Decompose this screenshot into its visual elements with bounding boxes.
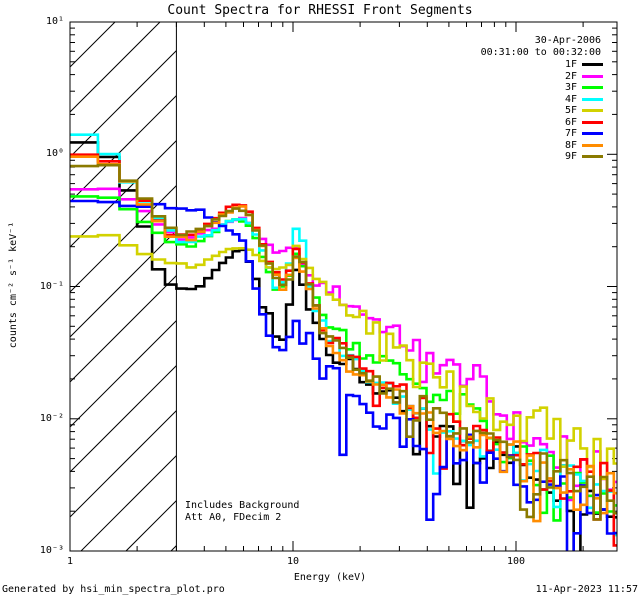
legend-item-2f: 2F: [500, 71, 605, 83]
render-timestamp: 11-Apr-2023 11:57: [535, 584, 638, 595]
legend-item-9f: 9F: [500, 151, 605, 163]
legend-label-1f: 1F: [564, 59, 577, 70]
series-9F-line: [70, 163, 617, 521]
hatch-region: [69, 21, 177, 552]
legend-item-5f: 5F: [500, 105, 605, 117]
legend-line-5f: [582, 109, 603, 112]
legend-line-4f: [582, 97, 603, 101]
x-axis-label: Energy (keV): [293, 572, 367, 583]
legend-item-1f: 1F: [500, 59, 605, 71]
x-tick-label-1: 1: [66, 556, 74, 567]
axis-ticks: [69, 21, 617, 552]
legend-label-8f: 8F: [564, 139, 577, 151]
series-5F-line: [70, 233, 617, 481]
x-tick-label-10: 10: [286, 556, 300, 567]
chart-title: Count Spectra for RHESSI Front Segments: [167, 3, 473, 18]
y-tick-label-10e0: 10⁰: [45, 148, 64, 159]
legend-item-3f: 3F: [500, 82, 605, 94]
y-tick-label-10e1: 10¹: [45, 16, 64, 27]
spectra-series: [70, 133, 617, 551]
observation-date: 30-Apr-2006: [534, 35, 601, 46]
generator-credit: Generated by hsi_min_spectra_plot.pro: [2, 584, 225, 595]
legend-item-8f: 8F: [500, 140, 605, 152]
legend-label-9f: 9F: [564, 151, 577, 162]
background-note: Includes Background: [185, 500, 300, 511]
legend-line-6f: [582, 120, 603, 124]
legend-line-7f: [582, 132, 603, 135]
legend-label-7f: 7F: [564, 128, 577, 139]
attenuator-note: Att A0, FDecim 2: [185, 512, 282, 523]
legend-line-3f: [582, 86, 603, 89]
legend-line-8f: [582, 143, 603, 147]
legend-line-9f: [582, 155, 603, 158]
observation-time-range: 00:31:00 to 00:32:00: [480, 47, 601, 58]
legend-line-2f: [582, 74, 603, 78]
legend-label-2f: 2F: [564, 70, 577, 82]
y-tick-label-10e-2: 10⁻²: [39, 413, 64, 424]
x-tick-label-100: 100: [506, 556, 526, 567]
legend-label-5f: 5F: [564, 105, 577, 116]
y-tick-label-10e-3: 10⁻³: [39, 545, 64, 556]
y-axis-label: counts cm⁻² s⁻¹ keV⁻¹: [8, 221, 19, 349]
plot-frame: [69, 21, 618, 552]
legend-item-6f: 6F: [500, 117, 605, 129]
legend-label-3f: 3F: [564, 82, 577, 93]
legend-item-7f: 7F: [500, 128, 605, 140]
legend-line-1f: [582, 63, 603, 66]
legend-label-4f: 4F: [564, 93, 577, 105]
legend-label-6f: 6F: [564, 116, 577, 128]
legend-item-4f: 4F: [500, 94, 605, 106]
y-tick-label-10e-1: 10⁻¹: [39, 281, 64, 292]
